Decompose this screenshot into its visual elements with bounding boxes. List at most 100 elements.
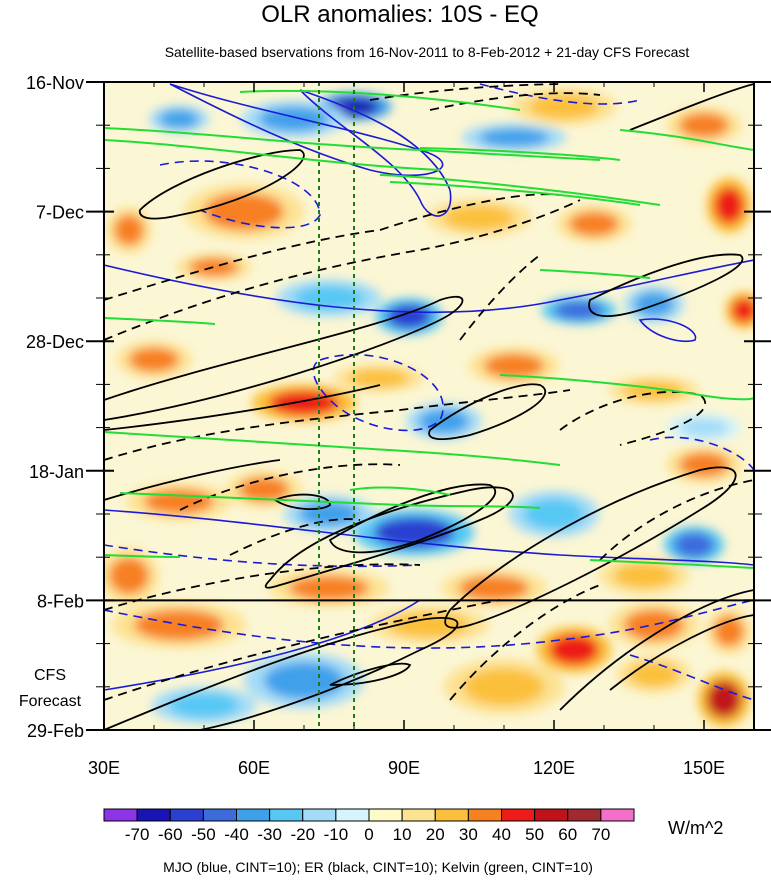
forecast-label-line2: Forecast (19, 693, 82, 710)
er-contour (459, 254, 541, 341)
colorbar-label: 50 (525, 825, 544, 844)
er-contour (328, 483, 497, 554)
kelvin-contour (104, 127, 601, 161)
er-contour (559, 391, 707, 446)
colorbar-label: 40 (492, 825, 511, 844)
colorbar-swatch (302, 808, 337, 822)
x-tick-label: 120E (533, 758, 575, 778)
colorbar-label: 70 (591, 825, 610, 844)
er-contour (444, 466, 737, 629)
anomaly-blob-core (269, 390, 339, 416)
colorbar-label: 60 (558, 825, 577, 844)
colorbar-swatch (169, 808, 204, 822)
er-contour (599, 479, 754, 561)
y-tick-label: 16-Nov (26, 73, 84, 93)
er-contour (104, 599, 501, 701)
footnote: MJO (blue, CINT=10); ER (black, CINT=10)… (163, 859, 593, 875)
colorbar-swatch (368, 808, 403, 822)
mjo-contour (299, 89, 452, 217)
er-contour (429, 92, 601, 111)
anomaly-blob-core (524, 498, 584, 530)
er-contour (329, 662, 412, 686)
plot-area (104, 82, 754, 730)
anomaly-blob-core (459, 575, 529, 601)
x-tick-label: 90E (388, 758, 420, 778)
colorbar-swatch (600, 808, 635, 822)
anomaly-blob-core (679, 112, 729, 138)
anomaly-blob-core (204, 193, 284, 231)
kelvin-contour (499, 374, 754, 401)
colorbar-swatch (501, 808, 536, 822)
anomaly-blob-core (679, 452, 729, 477)
colorbar-label: -60 (158, 825, 183, 844)
kelvin-contours (104, 89, 754, 569)
colorbar-label: -50 (191, 825, 216, 844)
chart-subtitle: Satellite-based bservations from 16-Nov-… (165, 44, 690, 60)
y-tick-label: 28-Dec (26, 332, 84, 352)
anomaly-blob-core (634, 291, 674, 317)
y-axis: 16-Nov 7-Dec 28-Dec 18-Jan 8-Feb 29-Feb (26, 73, 771, 741)
anomaly-blob-core (569, 211, 619, 237)
colorbar-label: -30 (257, 825, 282, 844)
colorbar-label: 10 (393, 825, 412, 844)
colorbar-swatch (269, 808, 304, 822)
er-contour (609, 614, 754, 691)
anomaly-blob-core (464, 668, 544, 706)
colorbar-label: 20 (426, 825, 445, 844)
anomaly-blob-core (159, 109, 199, 129)
anomaly-blob-core (549, 634, 599, 666)
anomaly-blob-core (479, 128, 549, 147)
er-contours (104, 83, 754, 730)
kelvin-contour (119, 492, 541, 509)
colorbar-swatch (434, 808, 469, 822)
er-contour (104, 295, 464, 421)
mjo-contour (104, 544, 421, 568)
anomaly-blob-core (144, 489, 214, 514)
mjo-contour (638, 318, 697, 343)
kelvin-contour (619, 129, 754, 151)
mjo-contour (629, 654, 754, 701)
er-contour (104, 229, 381, 301)
er-contour (273, 493, 331, 511)
er-contour (104, 617, 459, 730)
anomaly-blob-core (614, 563, 674, 589)
kelvin-contour (539, 269, 651, 279)
y-tick-label: 29-Feb (27, 721, 84, 741)
anomaly-blob-core (731, 298, 754, 323)
anomaly-blob-core (109, 557, 149, 595)
kelvin-contour (104, 317, 216, 325)
kelvin-contour (104, 554, 181, 558)
kelvin-contour (379, 174, 661, 206)
er-contour (229, 518, 361, 556)
colorbar-units: W/m^2 (668, 818, 723, 838)
colorbar: -70 -60 -50 -40 -30 -20 -10 0 10 20 30 40 50 60 70 (103, 808, 635, 844)
colorbar-label: 30 (459, 825, 478, 844)
anomaly-blob-core (299, 501, 359, 527)
colorbar-label: -10 (324, 825, 349, 844)
anomaly-blob-core (674, 532, 714, 558)
forecast-label-line1: CFS (34, 667, 66, 684)
colorbar-swatch (136, 808, 171, 822)
anomaly-blob-core (706, 680, 742, 718)
er-contour (104, 384, 381, 431)
kelvin-contour (104, 139, 441, 171)
mjo-contour (104, 509, 754, 566)
colorbar-swatch (202, 808, 237, 822)
x-tick-label: 60E (238, 758, 270, 778)
colorbar-label: -20 (290, 825, 315, 844)
colorbar-swatch (467, 808, 502, 822)
anomaly-blob-core (169, 692, 239, 718)
x-axis: 30E 60E 90E 120E 150E (88, 82, 755, 778)
colorbar-swatch (236, 808, 271, 822)
colorbar-label: -70 (125, 825, 150, 844)
colorbar-label: 0 (364, 825, 373, 844)
kelvin-contour (349, 486, 451, 496)
anomaly-blob-core (349, 368, 409, 388)
anomaly-blob-core (624, 609, 684, 641)
er-contour (369, 83, 561, 101)
kelvin-contour (104, 431, 561, 466)
er-contour (588, 253, 744, 317)
colorbar-swatch (335, 808, 370, 822)
anomaly-blob-core (629, 662, 679, 687)
mjo-contours (104, 83, 754, 701)
